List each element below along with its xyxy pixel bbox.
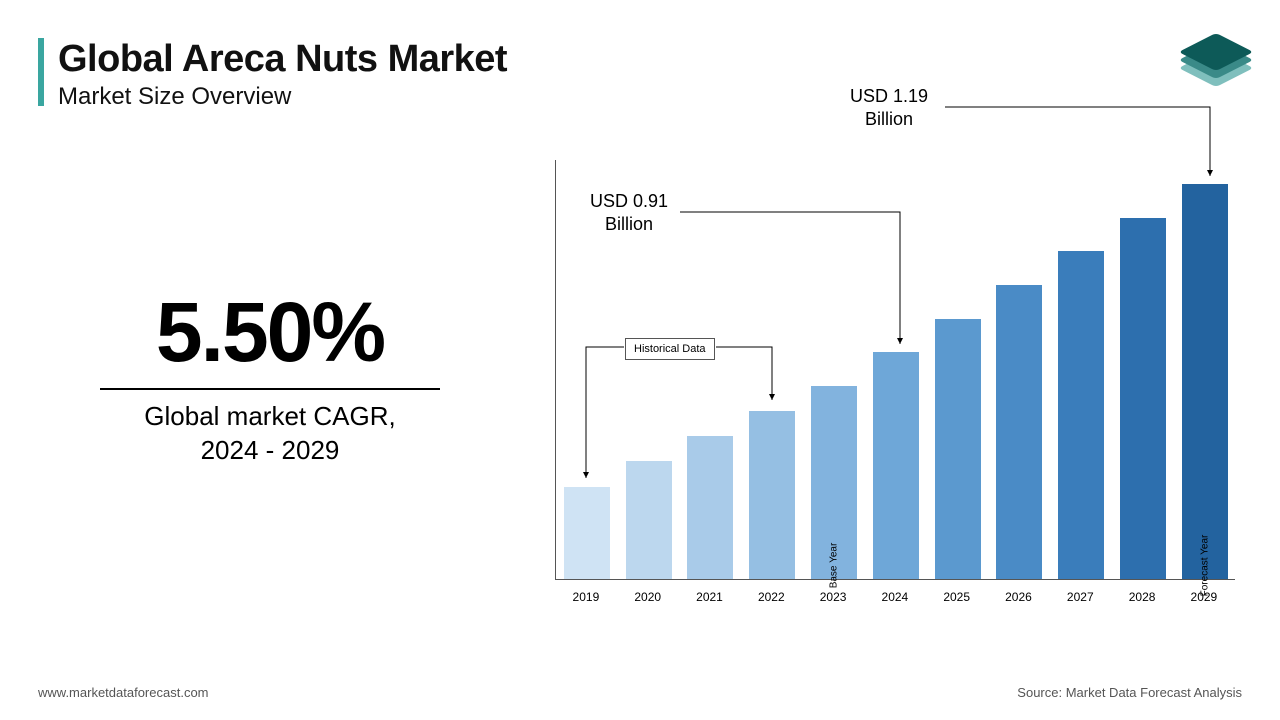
callout-forecast-line1: USD 1.19	[850, 86, 928, 106]
xlabel-2019: 2019	[555, 580, 617, 620]
divider-line	[100, 388, 440, 390]
xlabel-2020: 2020	[617, 580, 679, 620]
historical-data-badge: Historical Data	[625, 338, 715, 360]
cagr-label: Global market CAGR, 2024 - 2029	[90, 400, 450, 468]
header: Global Areca Nuts Market Market Size Ove…	[38, 38, 507, 111]
bar-slot-2026	[989, 285, 1051, 579]
footer-source: Source: Market Data Forecast Analysis	[1017, 685, 1242, 700]
page: Global Areca Nuts Market Market Size Ove…	[0, 0, 1280, 720]
bar-2022	[749, 411, 795, 579]
xlabel-2028: 2028	[1111, 580, 1173, 620]
cagr-label-line1: Global market CAGR,	[144, 401, 395, 431]
cagr-label-line2: 2024 - 2029	[201, 435, 340, 465]
callout-base-line2: Billion	[605, 214, 653, 234]
bar-2025	[935, 319, 981, 579]
accent-bar	[38, 38, 44, 106]
bar-2023: Base Year	[811, 386, 857, 579]
cagr-value: 5.50%	[90, 290, 450, 374]
bar-slot-2023: Base Year	[803, 386, 865, 579]
xlabel-2023: 2023	[802, 580, 864, 620]
xlabel-2029: 2029	[1173, 580, 1235, 620]
footer-url: www.marketdataforecast.com	[38, 685, 209, 700]
xlabel-2025: 2025	[926, 580, 988, 620]
bar-slot-2022	[741, 411, 803, 579]
bar-2019	[564, 487, 610, 579]
x-axis-labels: 2019202020212022202320242025202620272028…	[555, 580, 1235, 620]
xlabel-2027: 2027	[1049, 580, 1111, 620]
bar-slot-2019	[556, 487, 618, 579]
cagr-stat: 5.50% Global market CAGR, 2024 - 2029	[90, 290, 450, 468]
bar-slot-2021	[680, 436, 742, 579]
bar-2021	[687, 436, 733, 579]
callout-forecast-line2: Billion	[865, 109, 913, 129]
bar-slot-2029: Forecast Year	[1174, 184, 1236, 579]
callout-base-year-value: USD 0.91 Billion	[590, 190, 668, 235]
page-subtitle: Market Size Overview	[58, 83, 507, 111]
bar-2024	[873, 352, 919, 579]
bar-slot-2025	[927, 319, 989, 579]
callout-forecast-year-value: USD 1.19 Billion	[850, 85, 928, 130]
bar-slot-2027	[1050, 251, 1112, 579]
xlabel-2021: 2021	[679, 580, 741, 620]
callout-base-line1: USD 0.91	[590, 191, 668, 211]
xlabel-2022: 2022	[740, 580, 802, 620]
bar-2020	[626, 461, 672, 579]
bar-2028	[1120, 218, 1166, 579]
bar-2026	[996, 285, 1042, 579]
xlabel-2024: 2024	[864, 580, 926, 620]
page-title: Global Areca Nuts Market	[58, 38, 507, 81]
bar-slot-2020	[618, 461, 680, 579]
header-text: Global Areca Nuts Market Market Size Ove…	[58, 38, 507, 111]
bar-2027	[1058, 251, 1104, 579]
bar-2029: Forecast Year	[1182, 184, 1228, 579]
brand-logo	[1188, 28, 1244, 84]
xlabel-2026: 2026	[988, 580, 1050, 620]
bar-slot-2028	[1112, 218, 1174, 579]
bar-slot-2024	[865, 352, 927, 579]
